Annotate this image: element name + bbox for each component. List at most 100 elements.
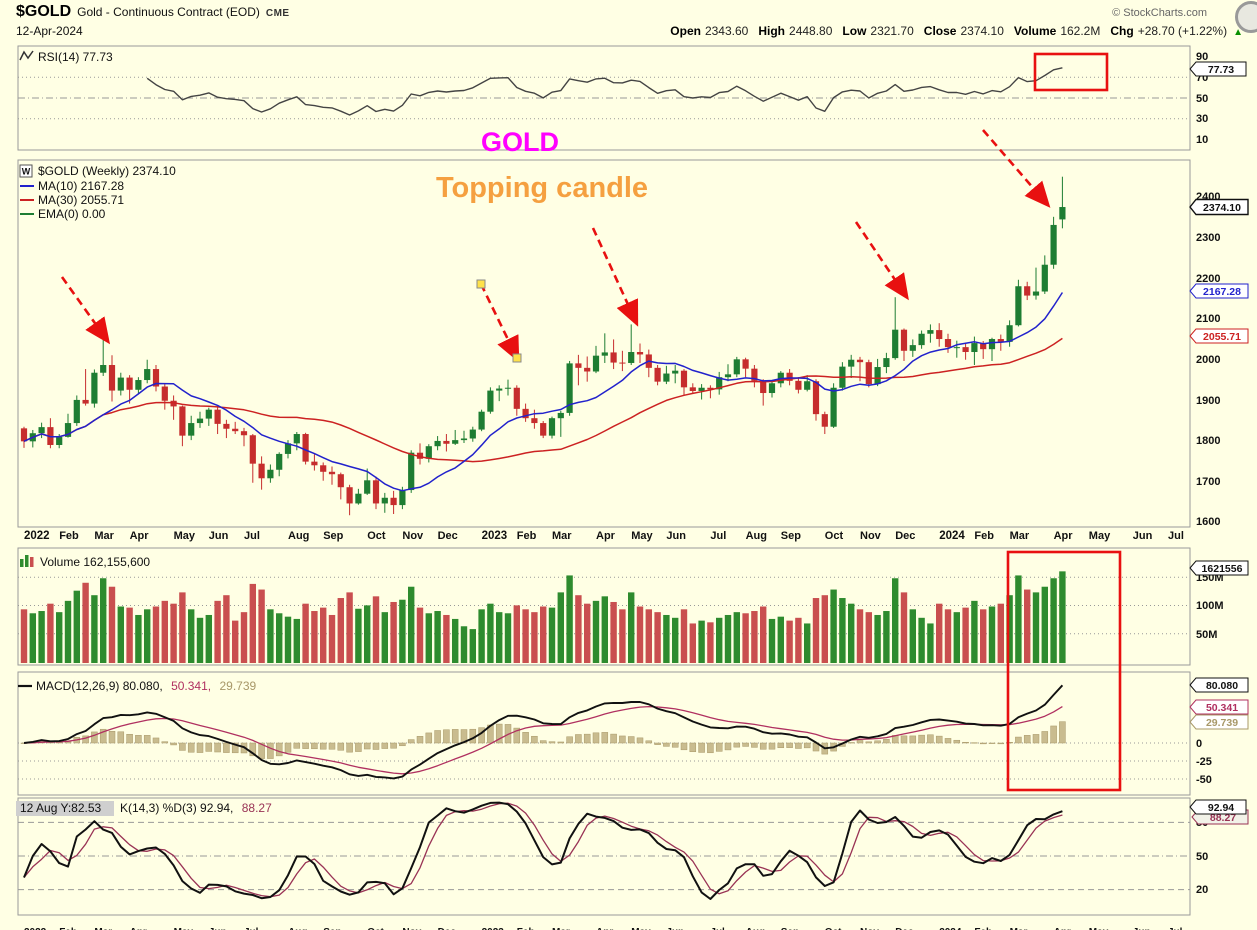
svg-text:Mar: Mar	[94, 927, 112, 930]
svg-text:Jun: Jun	[209, 927, 227, 930]
stoch-tick: 20	[1196, 884, 1208, 896]
svg-text:Jun: Jun	[1133, 530, 1153, 542]
svg-text:May: May	[174, 530, 196, 542]
ma10-value-box: 2167.28	[1189, 283, 1249, 299]
svg-text:Oct: Oct	[825, 927, 842, 930]
svg-text:Sep: Sep	[323, 927, 341, 930]
rsi-line	[146, 67, 1063, 116]
svg-text:Apr: Apr	[130, 927, 147, 930]
price-axis: 2400 2300 2200 2100 2000 1900 1800 1700 …	[1196, 191, 1220, 528]
close-value: 2374.10	[960, 24, 1004, 38]
moving-average-lines	[23, 292, 1064, 492]
svg-text:50.341: 50.341	[1206, 702, 1238, 714]
rsi-value-box: 77.73	[1189, 61, 1247, 77]
svg-text:W: W	[22, 167, 31, 177]
price-tick: 2100	[1196, 313, 1220, 325]
svg-text:Apr: Apr	[130, 530, 150, 542]
svg-text:Sep: Sep	[781, 927, 799, 930]
ema-legend: EMA(0) 0.00	[38, 207, 106, 221]
svg-text:2022: 2022	[24, 530, 50, 542]
volume-axis: 150M 100M 50M	[1196, 572, 1224, 641]
svg-text:Jul: Jul	[710, 530, 726, 542]
rsi-tick: 30	[1196, 113, 1208, 125]
red-highlight-rect[interactable]	[1006, 550, 1122, 792]
svg-text:Feb: Feb	[974, 927, 992, 930]
red-arrow[interactable]	[591, 227, 639, 327]
annotation-subtitle[interactable]: Topping candle	[436, 172, 648, 204]
macd-series	[20, 684, 1066, 780]
svg-text:88.27: 88.27	[1210, 812, 1236, 824]
svg-text:Jul: Jul	[244, 530, 260, 542]
macd-tick: 0	[1196, 738, 1202, 750]
quote-strip: Open 2343.60 High 2448.80 Low 2321.70 Close…	[664, 24, 1243, 38]
price-value-box: 2374.10	[1189, 198, 1249, 216]
svg-text:2022: 2022	[24, 927, 47, 930]
stoch-legend-label: K(14,3) %D(3) 92.94, 88.27	[120, 801, 272, 815]
svg-text:2055.71: 2055.71	[1203, 331, 1241, 343]
svg-text:Jul: Jul	[1168, 927, 1183, 930]
svg-text:2023: 2023	[482, 927, 505, 930]
svg-text:2023: 2023	[482, 530, 508, 542]
svg-text:Sep: Sep	[323, 530, 343, 542]
rsi-icon	[19, 50, 34, 61]
header-row-2: 12-Apr-2024 Open 2343.60 High 2448.80 Low 2…	[0, 21, 1257, 38]
svg-text:Jun: Jun	[666, 927, 684, 930]
macd-signal-value-box: 50.341	[1189, 699, 1249, 715]
low-value: 2321.70	[870, 24, 914, 38]
volume-value: 162.2M	[1060, 24, 1101, 38]
help-icon[interactable]	[1235, 1, 1257, 33]
svg-text:Dec: Dec	[895, 927, 914, 930]
svg-text:Apr: Apr	[1054, 927, 1071, 930]
volume-legend-label: Volume 162,155,600	[40, 555, 150, 569]
svg-text:Aug: Aug	[746, 530, 767, 542]
red-arrow[interactable]	[479, 283, 520, 363]
svg-text:Nov: Nov	[860, 530, 882, 542]
red-arrow[interactable]	[982, 129, 1051, 208]
svg-text:Jun: Jun	[666, 530, 686, 542]
svg-text:92.94: 92.94	[1208, 802, 1234, 814]
annotation-rectangles[interactable]	[1006, 52, 1122, 792]
svg-text:Jun: Jun	[1133, 927, 1151, 930]
svg-text:Mar: Mar	[94, 530, 114, 542]
volume-value-box: 1621556	[1189, 560, 1249, 576]
ma30-value-box: 2055.71	[1189, 328, 1249, 344]
svg-text:Feb: Feb	[59, 530, 79, 542]
svg-text:May: May	[1089, 927, 1109, 930]
price-tick: 2200	[1196, 273, 1220, 285]
annotation-handle[interactable]	[512, 353, 522, 363]
chart-date: 12-Apr-2024	[16, 24, 83, 38]
svg-text:2167.28: 2167.28	[1203, 286, 1241, 298]
red-highlight-rect[interactable]	[1033, 52, 1109, 92]
price-tick: 1800	[1196, 435, 1220, 447]
rsi-tick: 50	[1196, 93, 1208, 105]
svg-text:Apr: Apr	[596, 927, 613, 930]
svg-text:Nov: Nov	[860, 927, 879, 930]
stochastics-series	[23, 801, 1063, 900]
svg-text:Jul: Jul	[710, 927, 725, 930]
change-value: +28.70 (+1.22%)	[1137, 24, 1228, 38]
svg-text:May: May	[1089, 530, 1111, 542]
price-legend: W $GOLD (Weekly) 2374.10 MA(10) 2167.28 …	[19, 164, 176, 221]
stoch-axis: 80 50 20	[1196, 817, 1208, 896]
macd-panel	[17, 671, 1191, 796]
close-label: Close	[923, 24, 957, 38]
volume-legend: Volume 162,155,600	[20, 555, 150, 569]
svg-text:Dec: Dec	[438, 927, 457, 930]
svg-text:29.739: 29.739	[1206, 717, 1238, 729]
macd-tick: -25	[1196, 756, 1212, 768]
open-value: 2343.60	[704, 24, 749, 38]
annotation-handle[interactable]	[476, 279, 486, 289]
annotation-arrows[interactable]	[60, 129, 1051, 363]
annotation-title[interactable]: GOLD	[481, 127, 559, 157]
price-tick: 2000	[1196, 354, 1220, 366]
rsi-tick: 90	[1196, 51, 1208, 63]
svg-text:Mar: Mar	[1010, 530, 1030, 542]
svg-text:Feb: Feb	[974, 530, 994, 542]
svg-text:May: May	[631, 927, 651, 930]
chart-header: $GOLD Gold - Continuous Contract (EOD) C…	[0, 0, 1257, 38]
svg-text:Jul: Jul	[1168, 530, 1184, 542]
red-arrow[interactable]	[60, 276, 111, 345]
red-arrow[interactable]	[854, 221, 909, 301]
